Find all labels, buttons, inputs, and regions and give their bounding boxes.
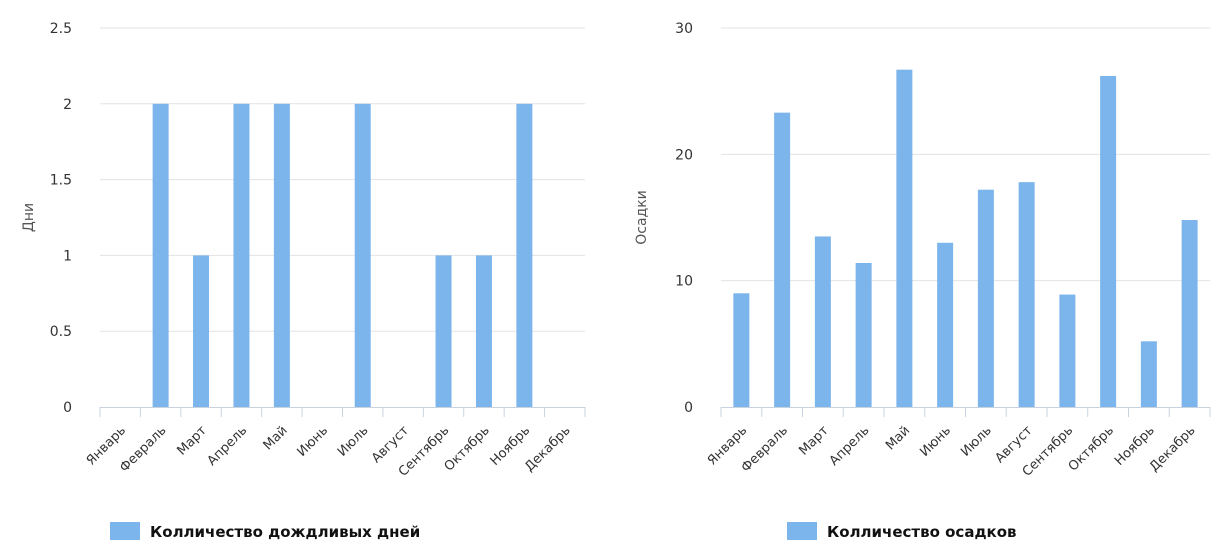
rain-days-bar[interactable] — [193, 255, 210, 407]
precip-bar[interactable] — [814, 236, 831, 407]
rain-days-legend-label[interactable]: Колличество дождливых дней — [150, 523, 420, 541]
precip-y-axis-title: Осадки — [634, 190, 650, 245]
precip-bar[interactable] — [733, 293, 750, 407]
rain-days-x-tick-label: Апрель — [205, 423, 251, 469]
precip-x-tick-label: Апрель — [827, 423, 873, 469]
precip-y-tick-label: 30 — [675, 21, 693, 37]
precip-y-tick-label: 0 — [684, 400, 693, 416]
rain-days-bar[interactable] — [354, 103, 371, 408]
precip-x-tick-label: Март — [796, 423, 832, 459]
rain-days-y-tick-label: 1.5 — [50, 173, 72, 189]
rain-days-x-tick-label: Май — [261, 423, 291, 453]
precip-y-tick-label: 10 — [675, 274, 693, 290]
precip-legend-label[interactable]: Колличество осадков — [827, 523, 1017, 541]
precip-bar[interactable] — [977, 189, 994, 407]
precip-x-tick-label: Июнь — [917, 423, 954, 460]
rain-days-y-axis-title: Дни — [21, 203, 37, 232]
rain-days-x-tick-label: Июль — [335, 423, 372, 460]
precip-y-tick-label: 20 — [675, 147, 693, 163]
precip-bar[interactable] — [1018, 182, 1035, 407]
precip-bar[interactable] — [1059, 294, 1076, 407]
precip-bar[interactable] — [896, 69, 913, 407]
precip-bar[interactable] — [855, 262, 872, 407]
rain-days-legend-swatch[interactable] — [110, 522, 140, 540]
rain-days-y-tick-label: 0.5 — [50, 324, 72, 340]
precip-legend-swatch[interactable] — [787, 522, 817, 540]
rain-days-y-tick-label: 2 — [63, 97, 72, 113]
rain-days-bar[interactable] — [233, 103, 250, 408]
precip-x-tick-label: Май — [883, 423, 913, 453]
rain-days-y-tick-label: 1 — [63, 248, 72, 264]
rain-days-bar[interactable] — [435, 255, 452, 407]
precip-x-tick-label: Июль — [958, 423, 995, 460]
rain-days-x-tick-label: Март — [175, 423, 211, 459]
precip-bar[interactable] — [1100, 76, 1117, 408]
rain-days-bar[interactable] — [475, 255, 492, 407]
rain-days-y-tick-label: 0 — [63, 400, 72, 416]
rain-days-bar[interactable] — [516, 103, 533, 408]
rain-days-bar[interactable] — [273, 103, 290, 408]
precip-bar[interactable] — [774, 112, 791, 407]
rain-days-y-tick-label: 2.5 — [50, 21, 72, 37]
precip-x-tick-label: Октябрь — [1066, 423, 1117, 474]
rain-days-x-tick-label: Июнь — [294, 423, 331, 460]
rain-days-bar[interactable] — [152, 103, 169, 408]
precip-bar[interactable] — [937, 242, 954, 407]
precip-bar[interactable] — [1140, 341, 1157, 407]
precip-bar[interactable] — [1181, 220, 1198, 407]
